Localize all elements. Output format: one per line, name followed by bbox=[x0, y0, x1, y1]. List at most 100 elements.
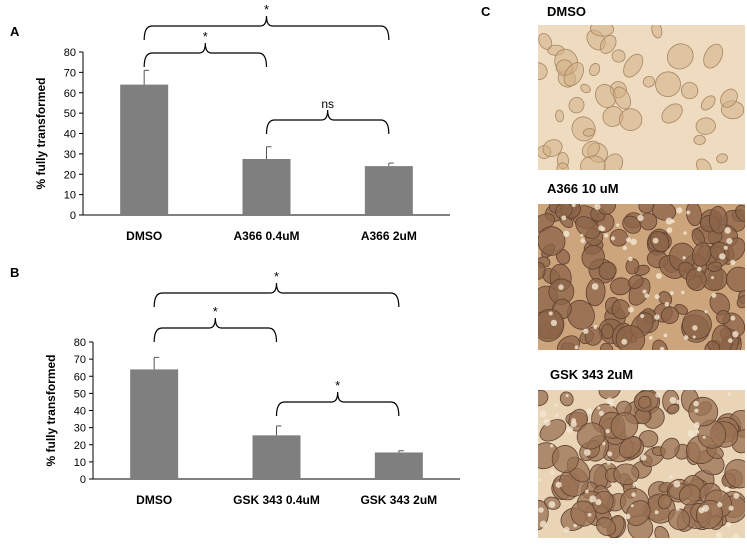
cell bbox=[611, 49, 626, 63]
cell bbox=[685, 204, 702, 227]
debris bbox=[630, 504, 634, 508]
debris bbox=[683, 335, 689, 340]
cell bbox=[563, 62, 584, 87]
y-tick-label-0: 0 bbox=[70, 210, 76, 222]
debris bbox=[704, 310, 708, 314]
cell bbox=[556, 335, 580, 350]
cell bbox=[538, 62, 548, 81]
cell bbox=[708, 205, 728, 234]
y-axis-label: % fully transformed bbox=[44, 354, 58, 466]
debris bbox=[719, 253, 726, 260]
debris bbox=[687, 430, 695, 438]
cell bbox=[642, 75, 655, 88]
debris bbox=[717, 502, 723, 508]
debris bbox=[550, 319, 558, 327]
debris bbox=[630, 238, 637, 246]
significance-bracket-1 bbox=[153, 317, 278, 343]
y-tick-label-70: 70 bbox=[64, 67, 76, 79]
y-tick-label-40: 40 bbox=[74, 406, 86, 418]
debris bbox=[610, 482, 615, 487]
cell bbox=[555, 109, 564, 123]
cell bbox=[590, 25, 615, 37]
debris bbox=[673, 480, 681, 488]
debris bbox=[648, 335, 653, 340]
debris bbox=[583, 328, 589, 334]
debris bbox=[654, 294, 660, 300]
cell bbox=[707, 261, 723, 272]
debris bbox=[665, 217, 673, 225]
debris bbox=[724, 486, 730, 492]
y-tick-label-80: 80 bbox=[74, 337, 86, 349]
debris bbox=[606, 397, 614, 405]
significance-bracket-1 bbox=[143, 42, 268, 68]
debris bbox=[580, 238, 586, 244]
y-tick-label-40: 40 bbox=[64, 129, 76, 141]
debris bbox=[675, 506, 680, 511]
debris bbox=[574, 345, 579, 350]
debris bbox=[607, 451, 613, 457]
x-tick-label-dmso: DMSO bbox=[126, 229, 162, 243]
cell bbox=[736, 295, 745, 309]
debris bbox=[555, 481, 562, 488]
bar-a366-0-4um bbox=[242, 158, 291, 215]
y-tick-label-10: 10 bbox=[74, 457, 86, 469]
cell bbox=[678, 484, 701, 506]
debris bbox=[728, 338, 733, 343]
debris bbox=[554, 403, 558, 407]
photo-label-dmso: DMSO bbox=[547, 4, 586, 19]
cell bbox=[600, 342, 614, 350]
x-tick-label-gsk-343-2um: GSK 343 2uM bbox=[360, 493, 437, 507]
debris bbox=[683, 231, 687, 235]
debris bbox=[594, 204, 601, 210]
debris bbox=[570, 420, 577, 428]
debris bbox=[692, 335, 696, 339]
debris bbox=[728, 505, 734, 511]
bar-dmso bbox=[120, 84, 169, 215]
debris bbox=[655, 273, 662, 279]
debris bbox=[697, 266, 702, 272]
cell bbox=[716, 153, 728, 164]
debris bbox=[681, 290, 685, 295]
y-tick-label-60: 60 bbox=[74, 371, 86, 383]
debris bbox=[538, 478, 542, 482]
debris bbox=[563, 230, 570, 238]
cell bbox=[613, 86, 631, 110]
debris bbox=[571, 204, 576, 208]
cell bbox=[639, 212, 658, 231]
debris bbox=[589, 495, 597, 503]
debris bbox=[539, 410, 547, 418]
significance-label-2: * bbox=[335, 378, 340, 393]
cell bbox=[660, 306, 679, 324]
debris bbox=[654, 510, 659, 515]
debris bbox=[644, 293, 650, 299]
cell bbox=[661, 103, 683, 124]
y-tick-label-70: 70 bbox=[74, 354, 86, 366]
debris bbox=[730, 315, 736, 321]
debris bbox=[610, 236, 616, 241]
significance-bracket-2 bbox=[275, 391, 400, 417]
significance-label-1: * bbox=[213, 304, 218, 319]
debris bbox=[711, 276, 715, 280]
debris bbox=[548, 501, 556, 508]
debris bbox=[583, 449, 591, 456]
debris bbox=[587, 512, 592, 517]
cell bbox=[692, 242, 712, 267]
cell bbox=[650, 230, 670, 253]
bar-gsk-343-2um bbox=[374, 452, 423, 479]
cell bbox=[599, 34, 617, 54]
debris bbox=[621, 338, 628, 345]
debris bbox=[580, 233, 584, 237]
debris bbox=[695, 429, 700, 434]
debris bbox=[602, 442, 606, 446]
debris bbox=[686, 210, 691, 215]
cell bbox=[598, 390, 621, 400]
cell bbox=[619, 436, 642, 459]
significance-label-2: ns bbox=[321, 97, 334, 111]
cell bbox=[724, 459, 745, 489]
y-tick-label-20: 20 bbox=[74, 440, 86, 452]
debris bbox=[625, 237, 632, 243]
panel-label-c: C bbox=[481, 4, 491, 19]
cell bbox=[625, 258, 640, 275]
x-tick-label-gsk-343-0-4um: GSK 343 0.4uM bbox=[233, 493, 320, 507]
cell bbox=[581, 140, 600, 158]
